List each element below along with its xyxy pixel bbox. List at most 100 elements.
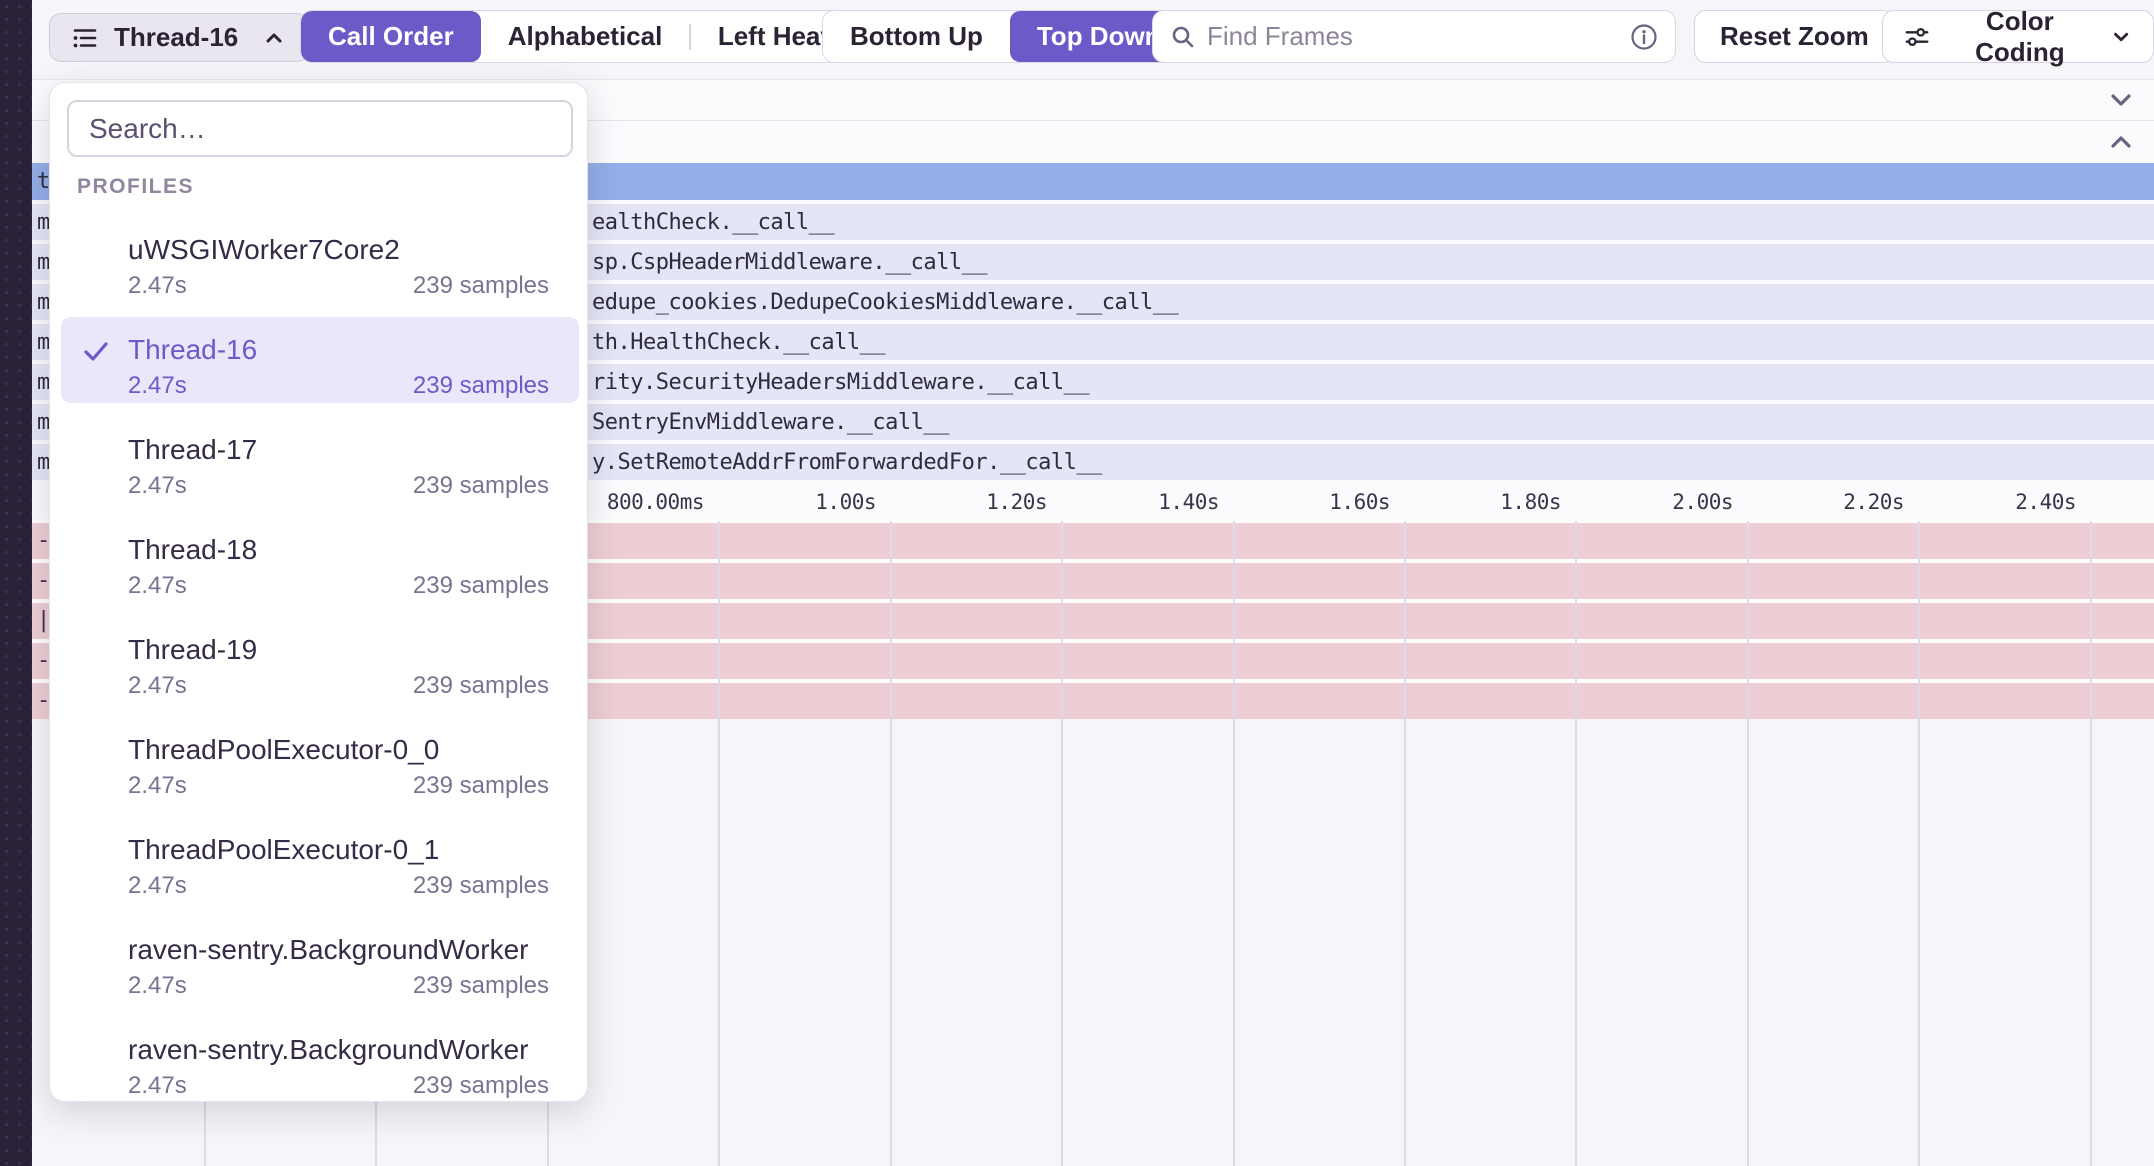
profile-option-thread-18-3[interactable]: Thread-18 2.47s 239 samples [61, 517, 579, 603]
time-tick-label: 1.80s [1500, 490, 1561, 514]
gridline [1404, 521, 1406, 1166]
find-frames-input[interactable] [1207, 21, 1619, 52]
time-tick-label: 2.00s [1672, 490, 1733, 514]
profile-option-uwsgiworker7core2-0[interactable]: uWSGIWorker7Core2 2.47s 239 samples [61, 217, 579, 303]
gridline [1747, 521, 1749, 1166]
profile-name: ThreadPoolExecutor-0_0 [128, 734, 440, 765]
profile-name: Thread-16 [128, 334, 258, 365]
profile-samples: 239 samples [412, 572, 549, 599]
find-frames-search[interactable] [1152, 10, 1676, 63]
color-coding-button[interactable]: Color Coding [1882, 6, 2154, 67]
frame-text-fragment: m [37, 330, 51, 355]
frame-text: sp.CspHeaderMiddleware.__call__ [592, 250, 988, 275]
sort-tab-alphabetical[interactable]: Alphabetical [481, 11, 690, 62]
profile-name: raven-sentry.BackgroundWorker [128, 1034, 529, 1065]
profile-samples: 239 samples [412, 772, 549, 799]
toolbar: Thread-16 Call Order Alphabetical Left Hea… [0, 0, 2154, 78]
profile-option-thread-19-4[interactable]: Thread-19 2.47s 239 samples [61, 617, 579, 703]
profile-samples: 239 samples [412, 372, 549, 399]
profile-samples: 239 samples [412, 672, 549, 699]
chevron-up-icon [266, 33, 282, 42]
chevron-up-icon[interactable] [2104, 125, 2138, 159]
reset-zoom-button[interactable]: Reset Zoom [1694, 10, 1895, 63]
profile-samples: 239 samples [412, 872, 549, 899]
time-tick-label: 800.00ms [606, 490, 705, 514]
profile-option-thread-17-2[interactable]: Thread-17 2.47s 239 samples [61, 417, 579, 503]
frame-text: rity.SecurityHeadersMiddleware.__call__ [592, 370, 1090, 395]
tab-divider [689, 23, 691, 50]
gridline [718, 521, 720, 1166]
frame-text-fragment: m [37, 290, 51, 315]
profile-option-threadpoolexecutor-0-1-6[interactable]: ThreadPoolExecutor-0_1 2.47s 239 samples [61, 817, 579, 903]
profile-duration: 2.47s [128, 272, 187, 299]
sliders-icon [1905, 27, 1929, 46]
profile-name: Thread-19 [128, 634, 258, 665]
profile-duration: 2.47s [128, 1072, 187, 1099]
list-icon [73, 28, 97, 47]
time-tick-label: 1.00s [815, 490, 876, 514]
chevron-down-icon[interactable] [2104, 83, 2138, 117]
profile-duration: 2.47s [128, 972, 187, 999]
direction-tab-bottom-up[interactable]: Bottom Up [823, 11, 1010, 62]
gridline [890, 521, 892, 1166]
chevron-down-icon [2113, 32, 2128, 41]
profile-samples: 239 samples [412, 972, 549, 999]
direction-tab-group: Bottom Up Top Down [822, 10, 1189, 63]
thread-selector-label: Thread-16 [114, 22, 239, 52]
profile-duration: 2.47s [128, 572, 187, 599]
frame-text: th.HealthCheck.__call__ [592, 330, 886, 355]
frame-text-fragment: m [37, 370, 51, 395]
profile-samples: 239 samples [412, 1072, 549, 1099]
left-sidebar-strip [0, 0, 32, 1166]
profile-duration: 2.47s [128, 372, 187, 399]
time-tick-label: 2.20s [1843, 490, 1904, 514]
profile-duration: 2.47s [128, 672, 187, 699]
profile-name: uWSGIWorker7Core2 [128, 234, 400, 265]
frame-text-fragment: m [37, 210, 51, 235]
sort-tab-group: Call Order Alphabetical Left Heavy [300, 10, 878, 63]
time-tick-label: 1.40s [1158, 490, 1219, 514]
profile-samples: 239 samples [412, 472, 549, 499]
gridline [1918, 521, 1920, 1166]
frame-text-fragment: m [37, 450, 51, 475]
gridline [1233, 521, 1235, 1166]
gridline [2090, 521, 2092, 1166]
profile-duration: 2.47s [128, 872, 187, 899]
profile-option-raven-sentry-backgroundworker-7[interactable]: raven-sentry.BackgroundWorker 2.47s 239 … [61, 917, 579, 1003]
minimap-text-fragment: | [37, 608, 51, 633]
profile-option-threadpoolexecutor-0-0-5[interactable]: ThreadPoolExecutor-0_0 2.47s 239 samples [61, 717, 579, 803]
frame-text-fragment: m [37, 250, 51, 275]
frame-text: ealthCheck.__call__ [592, 210, 835, 235]
frame-text: y.SetRemoteAddrFromForwardedFor.__call__ [592, 450, 1102, 475]
frame-text-fragment: m [37, 410, 51, 435]
time-tick-label: 2.40s [2015, 490, 2076, 514]
profile-option-thread-16-1[interactable]: Thread-16 2.47s 239 samples [61, 317, 579, 403]
profile-option-raven-sentry-backgroundworker-8[interactable]: raven-sentry.BackgroundWorker 2.47s 239 … [61, 1017, 579, 1103]
minimap-text-fragment: - [37, 688, 51, 713]
profile-duration: 2.47s [128, 472, 187, 499]
frame-text-fragment: t [37, 169, 51, 194]
profile-name: Thread-17 [128, 434, 258, 465]
time-tick-label: 1.60s [1329, 490, 1390, 514]
profile-duration: 2.47s [128, 772, 187, 799]
search-icon [1172, 26, 1194, 47]
profile-samples: 239 samples [412, 272, 549, 299]
reset-zoom-label: Reset Zoom [1720, 21, 1869, 51]
frame-text: SentryEnvMiddleware.__call__ [592, 410, 949, 435]
check-icon [84, 342, 108, 361]
frame-text: edupe_cookies.DedupeCookiesMiddleware.__… [592, 290, 1179, 315]
profile-name: ThreadPoolExecutor-0_1 [128, 834, 440, 865]
color-coding-label: Color Coding [1975, 5, 2065, 67]
thread-selector-button[interactable]: Thread-16 [49, 13, 310, 62]
info-icon[interactable] [1629, 22, 1659, 52]
profile-dropdown-panel: PROFILES uWSGIWorker7Core2 2.47s 239 sam… [49, 82, 588, 1102]
profiles-section-label: PROFILES [77, 175, 195, 198]
profile-search-input[interactable] [67, 100, 573, 157]
time-tick-label: 1.20s [986, 490, 1047, 514]
profile-name: raven-sentry.BackgroundWorker [128, 934, 529, 965]
gridline [1575, 521, 1577, 1166]
profile-name: Thread-18 [128, 534, 258, 565]
gridline [1061, 521, 1063, 1166]
sort-tab-call-order[interactable]: Call Order [301, 11, 481, 62]
